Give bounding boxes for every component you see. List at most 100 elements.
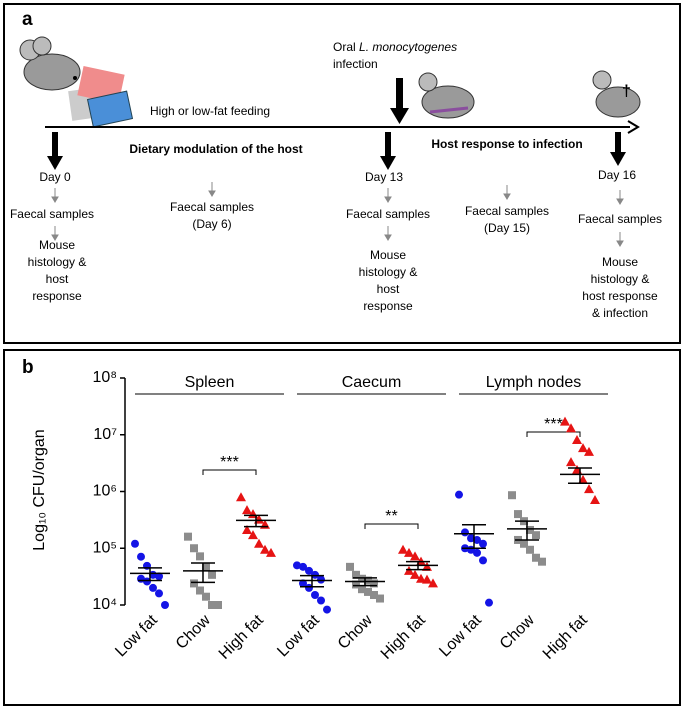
data-point: [299, 562, 307, 571]
sem-bar: [568, 467, 592, 484]
data-point: [196, 586, 204, 595]
panel-a-frame: [3, 3, 681, 344]
outcome-line: Mouse: [602, 255, 638, 269]
data-point: [428, 578, 438, 588]
data-point: [196, 552, 204, 561]
infection-text: Oral L. monocytogenes: [333, 40, 457, 54]
sem-bar: [515, 520, 539, 541]
significance-bracket: [526, 431, 581, 437]
data-point: [305, 583, 313, 592]
data-point: [467, 534, 475, 543]
samples-day: (Day 15): [484, 221, 530, 235]
samples-label: Faecal samples: [578, 212, 662, 226]
data-point: [293, 561, 301, 570]
data-point: [214, 601, 222, 609]
day-label: Day 16: [598, 168, 636, 182]
outcome-line: & infection: [592, 306, 648, 320]
cross-icon: †: [622, 83, 631, 100]
samples-label: Faecal samples: [10, 207, 94, 221]
sem-bar: [353, 577, 377, 587]
data-point: [584, 446, 594, 456]
data-point: [358, 574, 366, 583]
mouse-icon: [418, 72, 475, 119]
group-title: Spleen: [185, 374, 235, 391]
x-tick-label: Chow: [335, 611, 376, 652]
data-point: [311, 591, 319, 600]
data-point: [317, 575, 325, 584]
data-point: [560, 416, 570, 426]
data-point: [532, 531, 540, 540]
species: L. monocytogenes: [359, 40, 457, 54]
significance-bracket: [202, 469, 257, 475]
x-tick-label: Chow: [497, 611, 538, 652]
outcome-line: response: [32, 289, 82, 303]
data-point: [416, 573, 426, 583]
data-point: [202, 592, 210, 601]
outcome-line: histology &: [359, 265, 418, 279]
y-tick-label: 10⁶: [93, 483, 117, 500]
day-label: Day 13: [365, 170, 403, 184]
sem-bar: [406, 560, 430, 571]
data-point: [248, 530, 258, 540]
timeline-arrowhead: [627, 120, 640, 134]
sem-bar: [462, 523, 486, 549]
outcome-line: histology &: [28, 255, 87, 269]
data-point: [190, 579, 198, 588]
data-point: [370, 579, 378, 588]
data-point: [242, 524, 252, 534]
group-title: Lymph nodes: [486, 374, 581, 391]
x-tick-label: Low fat: [274, 611, 323, 660]
panel-label: b: [22, 357, 34, 378]
data-point: [323, 605, 331, 614]
data-point: [370, 591, 378, 600]
sem-bar: [191, 562, 215, 584]
significance-label: **: [385, 508, 397, 525]
panel-b-frame: [3, 349, 681, 706]
outcome-line: host: [377, 282, 400, 296]
data-point: [131, 539, 139, 548]
data-point: [143, 577, 151, 586]
small-arrows: [51, 182, 624, 247]
data-point: [376, 594, 384, 603]
x-tick-label: High fat: [216, 611, 267, 662]
data-point: [410, 569, 420, 579]
samples-label: Faecal samples: [346, 207, 430, 221]
data-point: [364, 587, 372, 596]
data-point: [590, 494, 600, 504]
data-point: [352, 580, 360, 589]
x-tick-label: Low fat: [436, 611, 485, 660]
data-point: [520, 539, 528, 548]
x-tick-label: High fat: [540, 611, 591, 662]
data-point: [461, 528, 469, 537]
significance-label: ***: [220, 454, 239, 471]
outcome-line: host: [46, 272, 69, 286]
data-point: [578, 443, 588, 453]
data-point: [364, 576, 372, 585]
data-point: [479, 556, 487, 565]
day-label: Day 0: [39, 170, 71, 184]
mouse-icon: [19, 36, 81, 91]
y-tick-label: 10⁴: [92, 596, 117, 613]
data-point: [455, 490, 463, 499]
outcome-line: host response: [582, 289, 658, 303]
data-point: [346, 562, 354, 571]
data-point: [526, 525, 534, 534]
data-point: [479, 539, 487, 548]
data-point: [422, 574, 432, 584]
data-point: [161, 601, 169, 609]
outcome-line: response: [363, 299, 413, 313]
phase-label: Host response to infection: [431, 137, 582, 151]
data-point: [202, 562, 210, 571]
y-axis-title: Log₁₀ CFU/organ: [31, 429, 48, 550]
outcome-line: histology &: [591, 272, 650, 286]
data-point: [208, 570, 216, 579]
x-tick-label: Low fat: [112, 611, 161, 660]
data-point: [410, 551, 420, 561]
sem-bar: [244, 514, 268, 528]
panel-label: a: [22, 9, 33, 30]
group-title: Caecum: [342, 374, 402, 391]
data-point: [317, 596, 325, 605]
data-point: [242, 505, 252, 515]
outcome-line: Mouse: [39, 238, 75, 252]
data-point: [572, 434, 582, 444]
